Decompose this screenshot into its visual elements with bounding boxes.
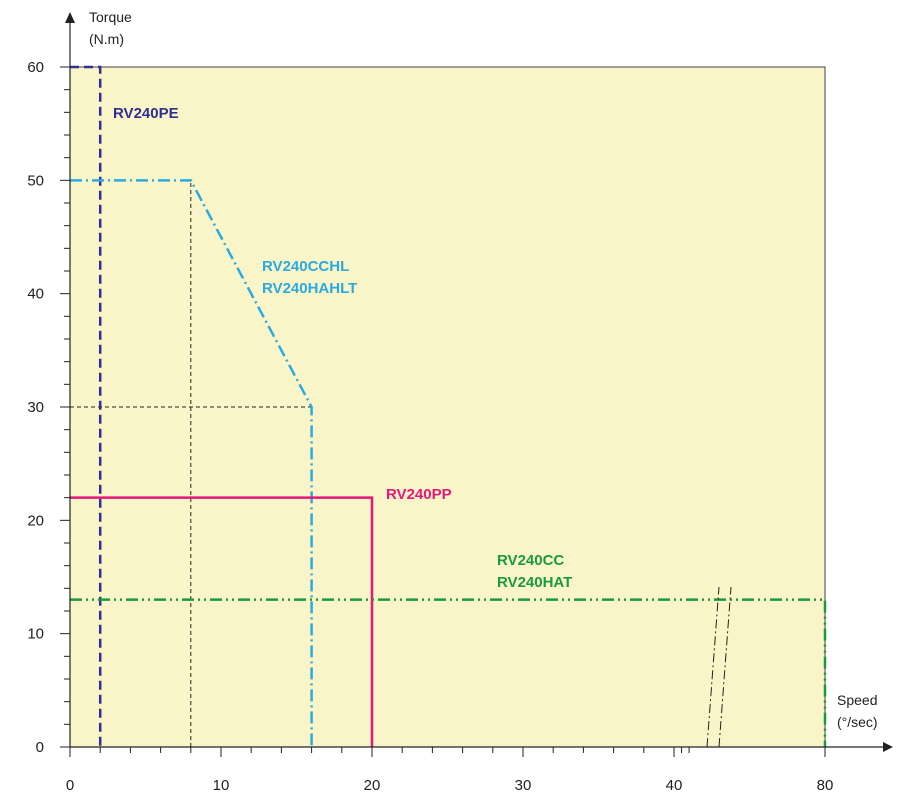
series-label: RV240PP — [386, 486, 452, 503]
y-tick-label: 40 — [27, 286, 44, 303]
y-axis-title-line1: Torque — [89, 9, 132, 25]
y-tick-label: 60 — [27, 59, 44, 76]
y-axis-arrow — [65, 12, 75, 23]
series-label: RV240PE — [113, 105, 179, 122]
series-label: RV240CCHL — [262, 258, 349, 275]
series-label: RV240CC — [497, 552, 564, 569]
y-tick-label: 30 — [27, 399, 44, 416]
series-label: RV240HAHLT — [262, 280, 357, 297]
axes: 0 10 20 30 40 50 60 0 10 20 30 40 80 — [27, 12, 893, 794]
series-line — [70, 65, 102, 747]
y-tick-label: 0 — [36, 739, 44, 756]
x-tick-label: 0 — [66, 777, 74, 794]
x-axis-arrow — [883, 742, 893, 752]
x-tick-label: 40 — [666, 777, 683, 794]
series-line — [70, 179, 313, 747]
y-tick-label: 10 — [27, 626, 44, 643]
y-tick-label: 20 — [27, 512, 44, 529]
axis-break-mark — [718, 586, 732, 748]
y-axis-title-line2: (N.m) — [89, 31, 124, 47]
x-axis-title-line1: Speed — [837, 692, 877, 708]
x-axis-title-line2: (°/sec) — [837, 714, 878, 730]
x-tick-label: 80 — [817, 777, 834, 794]
x-tick-label: 30 — [515, 777, 532, 794]
series-line — [70, 496, 374, 747]
x-tick-label: 10 — [213, 777, 230, 794]
series-labels: RV240PE RV240CCHL RV240HAHLT RV240PP RV240CC… — [113, 105, 572, 591]
series-lines — [70, 65, 827, 747]
plot-area — [69, 66, 826, 748]
series-label: RV240HAT — [497, 574, 572, 591]
y-tick-label: 50 — [27, 172, 44, 189]
x-tick-label: 20 — [364, 777, 381, 794]
axis-break-mark — [706, 586, 720, 748]
reference-lines — [70, 180, 312, 747]
